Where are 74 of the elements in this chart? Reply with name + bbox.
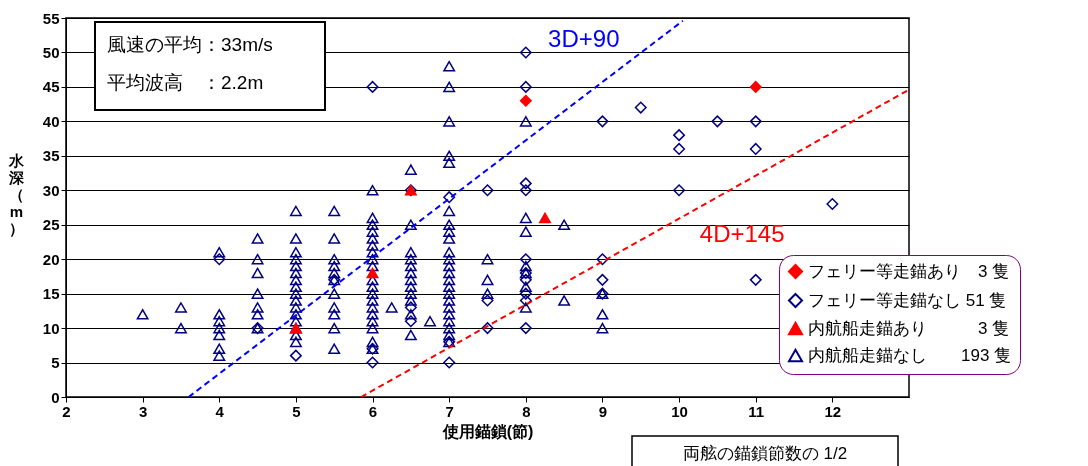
point [213,253,226,266]
point [596,273,609,286]
y-tick-label: 55 [42,9,60,27]
y-tick-label: 35 [42,147,60,165]
y-tick-label: 30 [42,181,60,199]
point [519,94,532,107]
x-tick-label: 9 [598,402,608,420]
x-axis-title: 使用錨鎖(節) [441,422,534,440]
point [519,266,532,279]
point [519,80,532,93]
point [251,322,264,335]
y-tick-label: 10 [42,319,60,337]
point [519,287,532,300]
point [596,288,609,299]
y-tick-label: 50 [42,43,60,61]
y-tick-label: 45 [42,78,60,96]
y-tick-label: 25 [42,216,60,234]
legend-label: フェリー等走錨なし 51 隻 [808,290,1007,310]
point [481,184,494,197]
series-label: 4D+145 [699,219,785,247]
point [519,184,532,197]
point [366,342,379,355]
point [673,129,686,142]
x-tick-label: 5 [292,402,301,420]
point [673,142,686,155]
y-tick-label: 40 [42,112,60,130]
y-tick-label: 0 [51,388,60,406]
legend-label: 内航船走錨あり 3 隻 [808,318,1010,338]
point [749,80,762,93]
point [596,115,609,128]
point [519,253,532,266]
point [519,322,532,335]
legend-label: 内航船走錨なし 193 隻 [808,345,1012,365]
legend-label: フェリー等走錨あり 3 隻 [808,261,1010,281]
point [519,177,532,190]
annotation: 平均波高 ：2.2m [107,72,264,93]
x-tick-label: 12 [824,402,842,420]
x-tick-label: 2 [62,402,71,420]
point [519,294,532,307]
point [404,301,417,314]
x-tick-label: 6 [368,402,378,420]
x-tick-label: 10 [671,402,688,420]
point [366,80,379,93]
x-tick-label: 8 [522,402,531,420]
annotation: 風速の平均：33m/s [107,34,273,55]
point [519,46,532,59]
x-tick-label: 11 [748,402,765,420]
point [481,294,494,307]
y-tick-label: 20 [42,250,60,268]
x-tick-label: 3 [138,402,148,420]
point [749,115,762,128]
y-tick-label: 5 [51,354,60,372]
point [443,335,456,348]
point [366,356,379,369]
point [481,322,494,335]
x-tick-label: 4 [215,402,225,420]
point [443,356,456,369]
text: 両舷の錨鎖節数の 1/2 [682,444,848,463]
y-axis-title: 水深（m） [8,151,25,237]
point [404,315,417,328]
point [443,191,456,204]
point [711,115,724,128]
point [328,273,341,286]
y-tick-label: 15 [42,285,60,303]
point [519,273,532,286]
series-label: 3D+90 [548,25,620,53]
x-tick-label: 7 [445,402,454,420]
point [749,142,762,155]
point [596,253,609,266]
point [826,198,839,211]
point [749,273,762,286]
point [673,184,686,197]
point [634,101,647,114]
point [289,349,302,362]
